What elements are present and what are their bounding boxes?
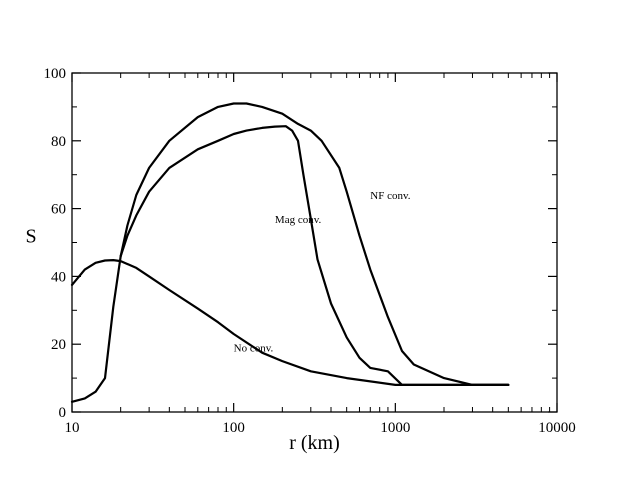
x-tick-label: 10000 [538, 420, 576, 436]
x-tick-label: 100 [222, 420, 245, 436]
tick-layer: 10 100 1000 10000 0 20 40 60 80 100 [44, 66, 576, 436]
annotation-label: Mag conv. [275, 214, 322, 226]
series-line-no-conv [70, 259, 510, 386]
x-tick-label: 1000 [380, 420, 410, 436]
series-line-nf-conv [70, 102, 510, 403]
y-tick-label: 100 [44, 66, 67, 82]
annotation-label: NF conv. [370, 190, 410, 202]
y-tick-label: 20 [51, 337, 66, 353]
y-tick-label: 80 [51, 134, 66, 150]
annotation-label: No conv. [234, 343, 274, 355]
y-tick-label: 0 [59, 405, 67, 421]
series-line-mag-conv [119, 125, 510, 386]
series-layer [70, 102, 510, 403]
annotation-layer: NF conv. Mag conv. No conv. [234, 190, 411, 355]
y-axis-title: S [25, 226, 36, 248]
y-tick-label: 40 [51, 269, 66, 285]
y-tick-label: 60 [51, 202, 66, 218]
x-axis-title: r (km) [289, 432, 340, 454]
x-tick-label: 10 [65, 420, 80, 436]
